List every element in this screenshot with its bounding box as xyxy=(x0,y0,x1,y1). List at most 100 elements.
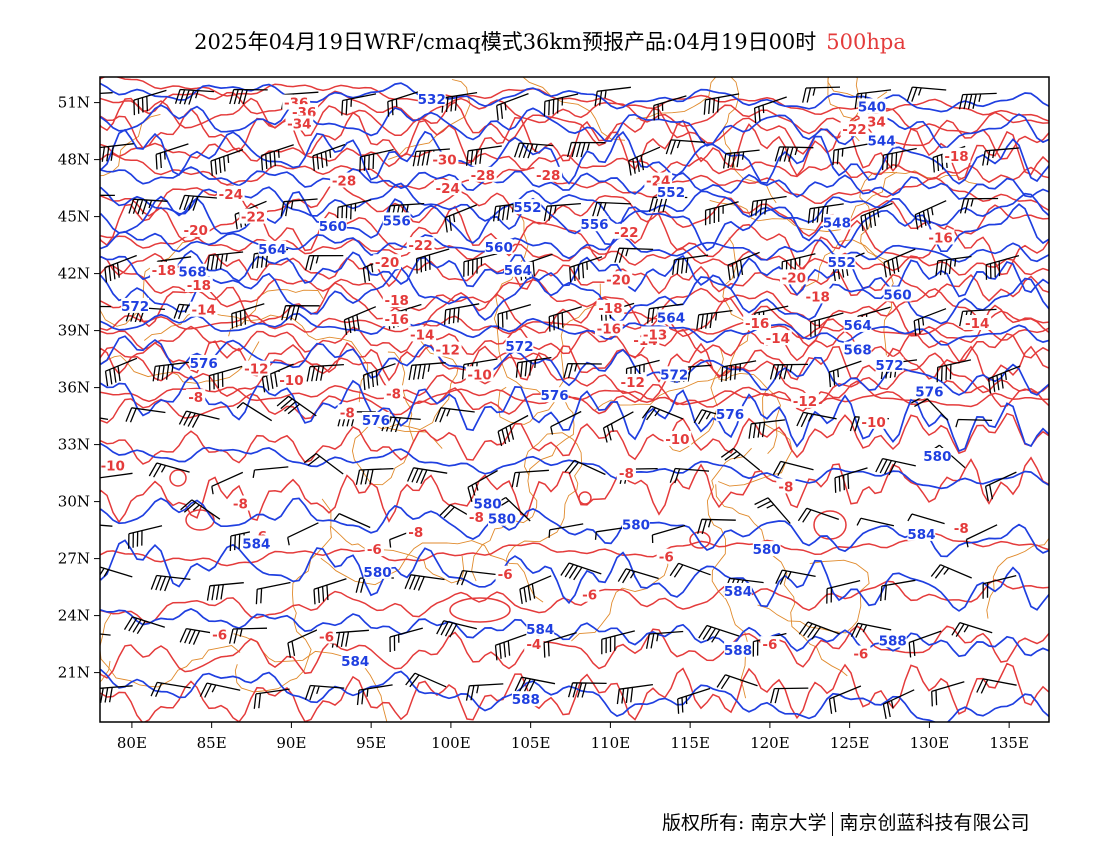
wind-barb xyxy=(826,579,861,604)
wind-barb xyxy=(443,303,480,325)
lat-label: 42N xyxy=(58,265,90,283)
wind-barb xyxy=(665,139,705,155)
lat-label: 51N xyxy=(58,94,90,112)
wind-barb xyxy=(463,253,498,277)
height-label-bg xyxy=(915,383,944,399)
height-label-bg xyxy=(878,632,907,648)
temperature-label-bg xyxy=(277,372,306,387)
wind-barb xyxy=(467,470,498,502)
wind-barb xyxy=(569,256,603,283)
temperature-label-bg xyxy=(149,261,178,277)
wind-barb xyxy=(797,507,840,523)
height-isoline xyxy=(100,182,1049,227)
temperature-label-bg xyxy=(580,586,600,602)
temperature-label-bg xyxy=(216,185,245,201)
wind-barb xyxy=(304,254,344,271)
wind-barb xyxy=(253,688,290,709)
temperature-label-bg xyxy=(466,508,487,524)
height-label-bg xyxy=(875,356,904,372)
height-label-bg xyxy=(580,216,609,232)
wind-barb xyxy=(456,569,497,586)
wind-barb xyxy=(722,149,760,169)
lon-label: 95E xyxy=(356,734,386,752)
height-isoline xyxy=(100,101,1049,149)
wind-barb xyxy=(210,148,244,176)
height-label-bg xyxy=(484,239,513,254)
height-label: 532 xyxy=(418,92,446,108)
height-label: 576 xyxy=(915,384,943,400)
wind-barb xyxy=(408,362,446,381)
wind-barb xyxy=(100,472,133,479)
height-label-bg xyxy=(382,212,411,228)
boundary-line xyxy=(374,340,459,431)
temperature-label: -18 xyxy=(152,263,176,279)
wind-barb xyxy=(727,251,760,281)
height-label: 580 xyxy=(488,512,516,528)
wind-barb xyxy=(343,306,377,335)
wind-barb xyxy=(180,499,221,520)
wind-barb xyxy=(280,198,318,217)
lat-label: 27N xyxy=(58,550,90,568)
wind-barb xyxy=(720,360,757,382)
wind-barb xyxy=(796,411,837,428)
wind-barb xyxy=(133,89,167,116)
wind-barb xyxy=(651,524,686,544)
temperature-label: -8 xyxy=(386,386,401,402)
temperature-label: -20 xyxy=(606,272,630,288)
wind-barb xyxy=(543,93,579,117)
wind-barb xyxy=(492,201,530,222)
height-label: 584 xyxy=(526,622,554,638)
temperature-label-bg xyxy=(596,299,625,315)
height-label: 568 xyxy=(844,343,872,359)
temperature-label-bg xyxy=(743,315,772,330)
temperature-label: -10 xyxy=(861,415,885,431)
plot-area: -36-36-34 -34-22-30-28 -28-28 -24-24 -24-18-… xyxy=(100,77,1049,722)
temperature-label-bg xyxy=(534,166,563,182)
height-label-bg xyxy=(540,387,569,403)
wind-barb xyxy=(653,95,687,121)
temperature-isotherm xyxy=(100,379,1049,424)
temperature-label-bg xyxy=(791,392,819,408)
wind-barb xyxy=(802,86,841,103)
height-label-bg xyxy=(258,240,287,256)
wind-barb xyxy=(412,148,450,167)
lat-label: 48N xyxy=(58,151,90,169)
temperature-label-bg xyxy=(594,320,623,336)
temperature-label: -28 xyxy=(471,168,495,184)
wind-barb xyxy=(906,86,947,102)
temperature-label-bg xyxy=(763,330,792,346)
height-label-bg xyxy=(907,525,936,541)
wind-barb xyxy=(931,681,965,707)
temperature-label: -14 xyxy=(410,327,434,343)
wind-barb xyxy=(775,569,816,585)
wind-barb xyxy=(807,203,844,224)
temperature-label: -20 xyxy=(184,223,208,239)
wind-barb xyxy=(543,202,581,222)
height-label-bg xyxy=(923,448,952,463)
wind-barb xyxy=(774,146,814,162)
wind-barb xyxy=(178,410,220,428)
temperature-isotherm xyxy=(100,532,1049,567)
wind-barb xyxy=(206,251,244,271)
temperature-label-bg xyxy=(210,626,230,642)
boundary-line xyxy=(718,372,781,455)
temperature-label: -6 xyxy=(367,542,382,558)
title-level: 500hpa xyxy=(826,30,906,54)
map-frame xyxy=(99,76,1050,723)
temperature-label-bg xyxy=(433,341,462,357)
map-title: 2025年04月19日WRF/cmaq模式36km预报产品:04月19日00时 5… xyxy=(0,26,1100,56)
wind-barb xyxy=(548,306,582,332)
temperature-isotherm xyxy=(100,142,1049,184)
temperature-label: -28 xyxy=(536,168,560,184)
temperature-label-bg xyxy=(433,180,462,196)
lat-label: 33N xyxy=(58,436,90,454)
wind-barb xyxy=(407,467,448,484)
temperature-label-bg xyxy=(406,524,426,539)
temperature-label-bg xyxy=(382,292,411,308)
wind-barb xyxy=(281,305,320,321)
wind-barb xyxy=(617,568,659,584)
wind-barb xyxy=(984,471,1017,502)
wind-barb xyxy=(703,93,740,115)
lat-label: 30N xyxy=(58,493,90,511)
